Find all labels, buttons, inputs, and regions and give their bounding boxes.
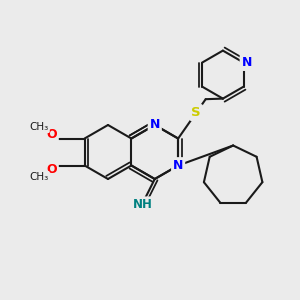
Text: NH: NH <box>133 198 153 211</box>
Text: N: N <box>242 56 252 69</box>
Text: N: N <box>173 159 183 172</box>
Text: S: S <box>191 106 201 119</box>
Text: O: O <box>46 163 57 176</box>
Text: CH₃: CH₃ <box>29 172 48 182</box>
Text: CH₃: CH₃ <box>29 122 48 131</box>
Text: N: N <box>150 118 160 131</box>
Text: O: O <box>46 128 57 141</box>
